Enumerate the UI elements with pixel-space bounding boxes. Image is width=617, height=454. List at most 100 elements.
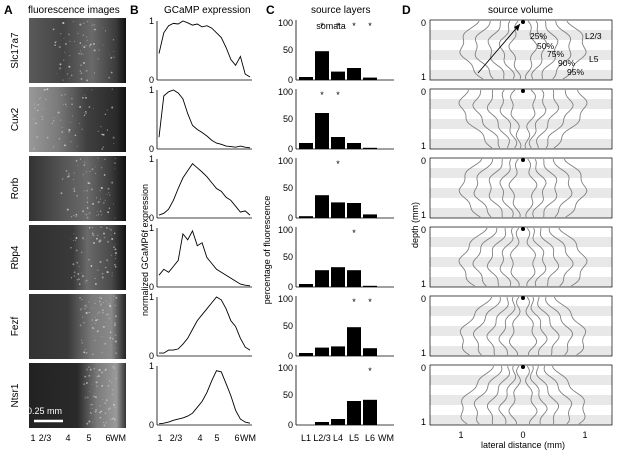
image-speckle [79,23,82,26]
panel-A-images: 0.25 mm [27,18,126,428]
bar-rorb-l1 [299,216,313,218]
image-speckle [59,63,62,66]
image-speckle [57,111,60,114]
image-speckle [60,32,62,35]
image-speckle [96,214,98,216]
image-speckle [92,327,95,330]
image-speckle [73,172,75,174]
image-speckle [97,234,99,236]
image-speckle [84,161,86,163]
b-x-tick: 6 [234,433,239,443]
image-speckle [73,233,75,235]
image-speckle [107,313,109,316]
image-speckle [76,261,78,264]
somata-annotation: somata [316,21,346,31]
image-speckle [113,203,115,205]
image-speckle [90,265,93,267]
image-speckle [71,115,74,117]
panel-A-label: A [4,3,13,17]
source-contour [510,227,536,286]
image-speckle [101,276,104,279]
image-speckle [68,65,71,68]
image-speckle [91,412,93,414]
source-contour [508,296,538,356]
image-speckle [82,275,84,278]
source-contour [508,158,538,218]
image-speckle [106,259,109,262]
image-speckle [82,173,85,176]
image-speckle [83,383,86,386]
d-frame [429,157,613,219]
line-label-fezf: Fezf [10,317,21,337]
image-speckle [84,305,86,307]
image-speckle [60,119,62,121]
image-speckle [102,312,104,314]
source-contour [486,227,560,287]
image-speckle [80,52,83,55]
image-speckle [75,213,78,216]
source-contour [499,89,547,149]
panel-D-label: D [402,3,411,17]
image-speckle [87,20,89,23]
image-speckle [99,416,102,419]
contour-label: 95% [567,67,584,77]
bar-rbp4-l1 [299,284,313,287]
image-speckle [86,368,89,371]
source-point [521,296,525,300]
image-speckle [84,96,88,99]
expression-line-ntsr1 [158,370,251,425]
panel-B-title: GCaMP expression [164,5,251,16]
image-speckle [94,410,97,413]
significance-marker: * [336,90,340,100]
image-speckle [52,146,55,148]
layer-band [430,395,612,405]
image-speckle [101,351,103,353]
image-speckle [111,181,114,184]
image-speckle [72,188,76,191]
panel-C-ylabel: percentage of fluorescence [262,196,272,305]
layer-band [430,208,612,218]
significance-marker: * [368,297,372,307]
image-speckle [76,165,78,166]
image-speckle [94,322,96,325]
image-speckle [85,69,88,72]
image-speckle [100,410,103,413]
image-speckle [114,265,117,268]
significance-marker: * [352,228,356,238]
image-depth-tick: WM [110,433,126,443]
image-speckle [85,279,88,282]
image-speckle [105,314,108,316]
image-speckle [111,389,113,391]
image-speckle [97,201,100,204]
image-speckle [113,246,115,248]
image-speckle [41,118,44,120]
image-speckle [94,339,96,342]
image-speckle [100,412,102,414]
image-speckle [79,106,82,108]
image-speckle [37,109,39,112]
bar-rbp4-l5 [347,270,361,287]
image-speckle [87,89,89,90]
image-speckle [109,194,111,196]
image-speckle [105,227,108,229]
image-speckle [96,385,98,387]
image-speckle [102,325,105,329]
image-speckle [98,49,100,51]
c-y-tick: 100 [278,294,293,304]
image-speckle [82,210,85,213]
image-speckle [36,135,39,139]
image-speckle [66,73,69,75]
image-speckle [52,120,55,122]
image-speckle [99,410,102,413]
image-speckle [74,187,76,188]
expression-line-cux2 [158,89,251,149]
significance-marker: * [352,297,356,307]
bar-fezf-l5 [347,327,361,356]
source-contour [510,89,536,149]
image-speckle [88,226,91,229]
image-speckle [101,335,103,337]
image-speckle [96,376,98,378]
contour-label: 75% [547,49,564,59]
image-speckle [63,59,65,61]
image-speckle [103,421,104,423]
